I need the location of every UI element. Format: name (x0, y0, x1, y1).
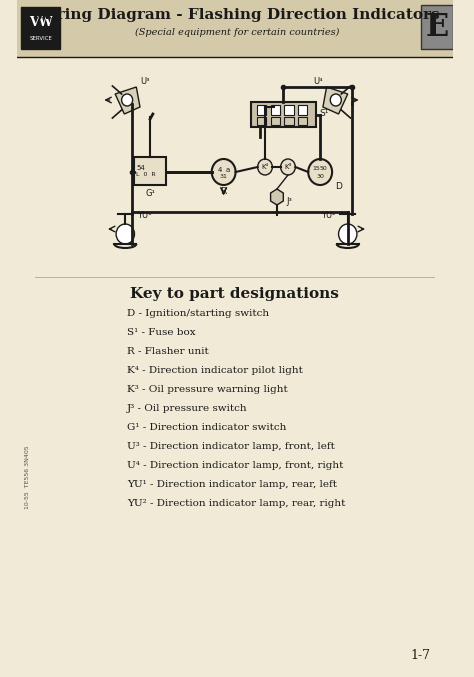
Bar (17, 0, 453, 57)
Bar (271, 105, 280, 115)
Bar (21, 7, 60, 49)
Bar (421, 5, 453, 49)
Circle shape (122, 94, 133, 106)
Text: 1-7: 1-7 (410, 649, 430, 662)
Circle shape (258, 159, 273, 175)
Text: R - Flasher unit: R - Flasher unit (127, 347, 209, 356)
Text: VW: VW (29, 16, 53, 30)
Circle shape (330, 94, 341, 106)
Text: U⁴ - Direction indicator lamp, front, right: U⁴ - Direction indicator lamp, front, ri… (127, 461, 344, 470)
Bar (135, 157, 166, 185)
Text: YU² - Direction indicator lamp, rear, right: YU² - Direction indicator lamp, rear, ri… (127, 499, 346, 508)
Bar (257, 105, 266, 115)
Text: D - Ignition/starting switch: D - Ignition/starting switch (127, 309, 269, 318)
Text: J³: J³ (286, 198, 292, 206)
Circle shape (308, 159, 332, 185)
Bar (298, 105, 307, 115)
Bar (251, 102, 316, 127)
Circle shape (338, 224, 357, 244)
Circle shape (212, 159, 236, 185)
Text: SERVICE: SERVICE (29, 37, 52, 41)
Text: L  0  R: L 0 R (137, 173, 156, 177)
Polygon shape (115, 87, 140, 114)
Text: R: R (220, 187, 227, 196)
Circle shape (116, 224, 135, 244)
Text: 54: 54 (137, 165, 145, 171)
Bar (271, 117, 280, 125)
Text: K³: K³ (284, 164, 292, 170)
Text: (Special equipment for certain countries): (Special equipment for certain countries… (135, 28, 339, 37)
Text: YU²: YU² (321, 211, 336, 221)
Text: a: a (225, 167, 229, 173)
Text: K⁴: K⁴ (261, 164, 269, 170)
Text: J³ - Oil pressure switch: J³ - Oil pressure switch (127, 404, 248, 413)
Bar (284, 117, 293, 125)
Text: 50: 50 (320, 167, 328, 171)
Text: U³: U³ (140, 77, 149, 86)
Text: G¹: G¹ (145, 189, 155, 198)
Bar (298, 117, 307, 125)
Text: E: E (425, 12, 448, 43)
Text: Wiring Diagram - Flashing Direction Indicators: Wiring Diagram - Flashing Direction Indi… (35, 8, 440, 22)
Text: 4: 4 (218, 167, 222, 173)
Text: 30: 30 (316, 173, 324, 179)
Circle shape (281, 159, 295, 175)
Text: 10-55  TE556 3N405: 10-55 TE556 3N405 (25, 445, 30, 509)
Text: Key to part designations: Key to part designations (130, 287, 339, 301)
Text: S¹ - Fuse box: S¹ - Fuse box (127, 328, 196, 337)
Bar (257, 117, 266, 125)
Text: K³ - Oil pressure warning light: K³ - Oil pressure warning light (127, 385, 288, 394)
Text: U⁴: U⁴ (313, 77, 323, 86)
Text: S¹: S¹ (319, 108, 328, 118)
Text: D: D (335, 182, 342, 191)
Text: YU¹: YU¹ (137, 211, 152, 221)
Text: G¹ - Direction indicator switch: G¹ - Direction indicator switch (127, 423, 286, 432)
Text: 15: 15 (313, 167, 320, 171)
Text: 31: 31 (220, 173, 228, 179)
Polygon shape (323, 87, 348, 114)
Bar (284, 105, 293, 115)
Text: U³ - Direction indicator lamp, front, left: U³ - Direction indicator lamp, front, le… (127, 442, 335, 451)
Text: K⁴ - Direction indicator pilot light: K⁴ - Direction indicator pilot light (127, 366, 303, 375)
Text: YU¹ - Direction indicator lamp, rear, left: YU¹ - Direction indicator lamp, rear, le… (127, 480, 337, 489)
